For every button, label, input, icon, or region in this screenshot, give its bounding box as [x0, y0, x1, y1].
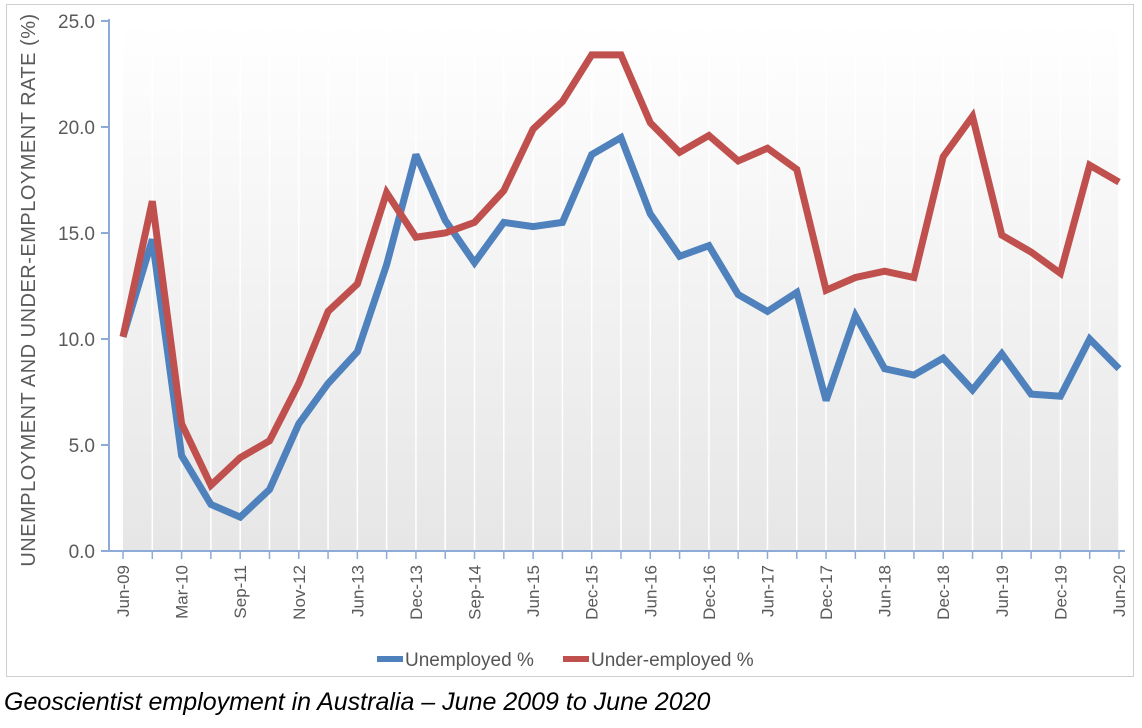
- x-tick-label: Jun-18: [876, 565, 895, 617]
- x-tick-label: Dec-13: [407, 565, 426, 620]
- x-tick-label: Dec-19: [1051, 565, 1070, 620]
- series-lines: [119, 51, 1122, 522]
- x-tick-label: Jun-20: [1110, 565, 1129, 617]
- x-tick-label: Nov-12: [290, 565, 309, 620]
- x-tick-label: Sep-14: [466, 565, 485, 620]
- axes: [108, 19, 1125, 552]
- unemployed-series-line: [119, 132, 1122, 522]
- y-tick-label: 10.0: [58, 330, 95, 351]
- figure-caption: Geoscientist employment in Australia – J…: [4, 688, 711, 716]
- line-chart: 0.0 5.0 10.0 15.0 20.0 25.0 Jun-09 Mar-10 Sep-1…: [18, 12, 1129, 671]
- y-axis-label: UNEMPLOYMENT AND UNDER-EMPLOYMENT RATE (…: [18, 13, 40, 566]
- vertical-gridlines: [151, 21, 1120, 551]
- x-axis-ticks: Jun-09 Mar-10 Sep-11 Nov-12 Jun-13 Dec-13 Sep-…: [114, 551, 1129, 620]
- legend-label-under-employed: Under-employed %: [591, 650, 754, 671]
- x-tick-label: Jun-09: [114, 565, 133, 617]
- x-tick-label: Mar-10: [173, 565, 192, 619]
- chart-frame: 0.0 5.0 10.0 15.0 20.0 25.0 Jun-09 Mar-10 Sep-1…: [6, 4, 1134, 677]
- y-tick-label: 20.0: [58, 118, 95, 139]
- x-tick-label: Dec-16: [700, 565, 719, 620]
- under-employed-series-line: [119, 51, 1121, 492]
- y-tick-label: 5.0: [69, 436, 95, 457]
- x-tick-label: Jun-17: [758, 565, 777, 617]
- x-tick-label: Jun-16: [641, 565, 660, 617]
- x-tick-label: Jun-19: [993, 565, 1012, 617]
- legend-label-unemployed: Unemployed %: [405, 650, 534, 671]
- x-tick-label: Jun-13: [348, 565, 367, 617]
- x-tick-label: Dec-17: [817, 565, 836, 620]
- x-tick-label: Dec-15: [583, 565, 602, 620]
- legend: Unemployed % Under-employed %: [377, 650, 754, 671]
- y-tick-label: 0.0: [69, 542, 95, 563]
- y-axis-ticks: 0.0 5.0 10.0 15.0 20.0 25.0: [58, 12, 109, 563]
- y-tick-label: 25.0: [58, 12, 95, 33]
- x-tick-label: Jun-15: [524, 565, 543, 617]
- x-tick-label: Dec-18: [934, 565, 953, 620]
- x-tick-label: Sep-11: [231, 565, 250, 619]
- y-tick-label: 15.0: [58, 224, 95, 245]
